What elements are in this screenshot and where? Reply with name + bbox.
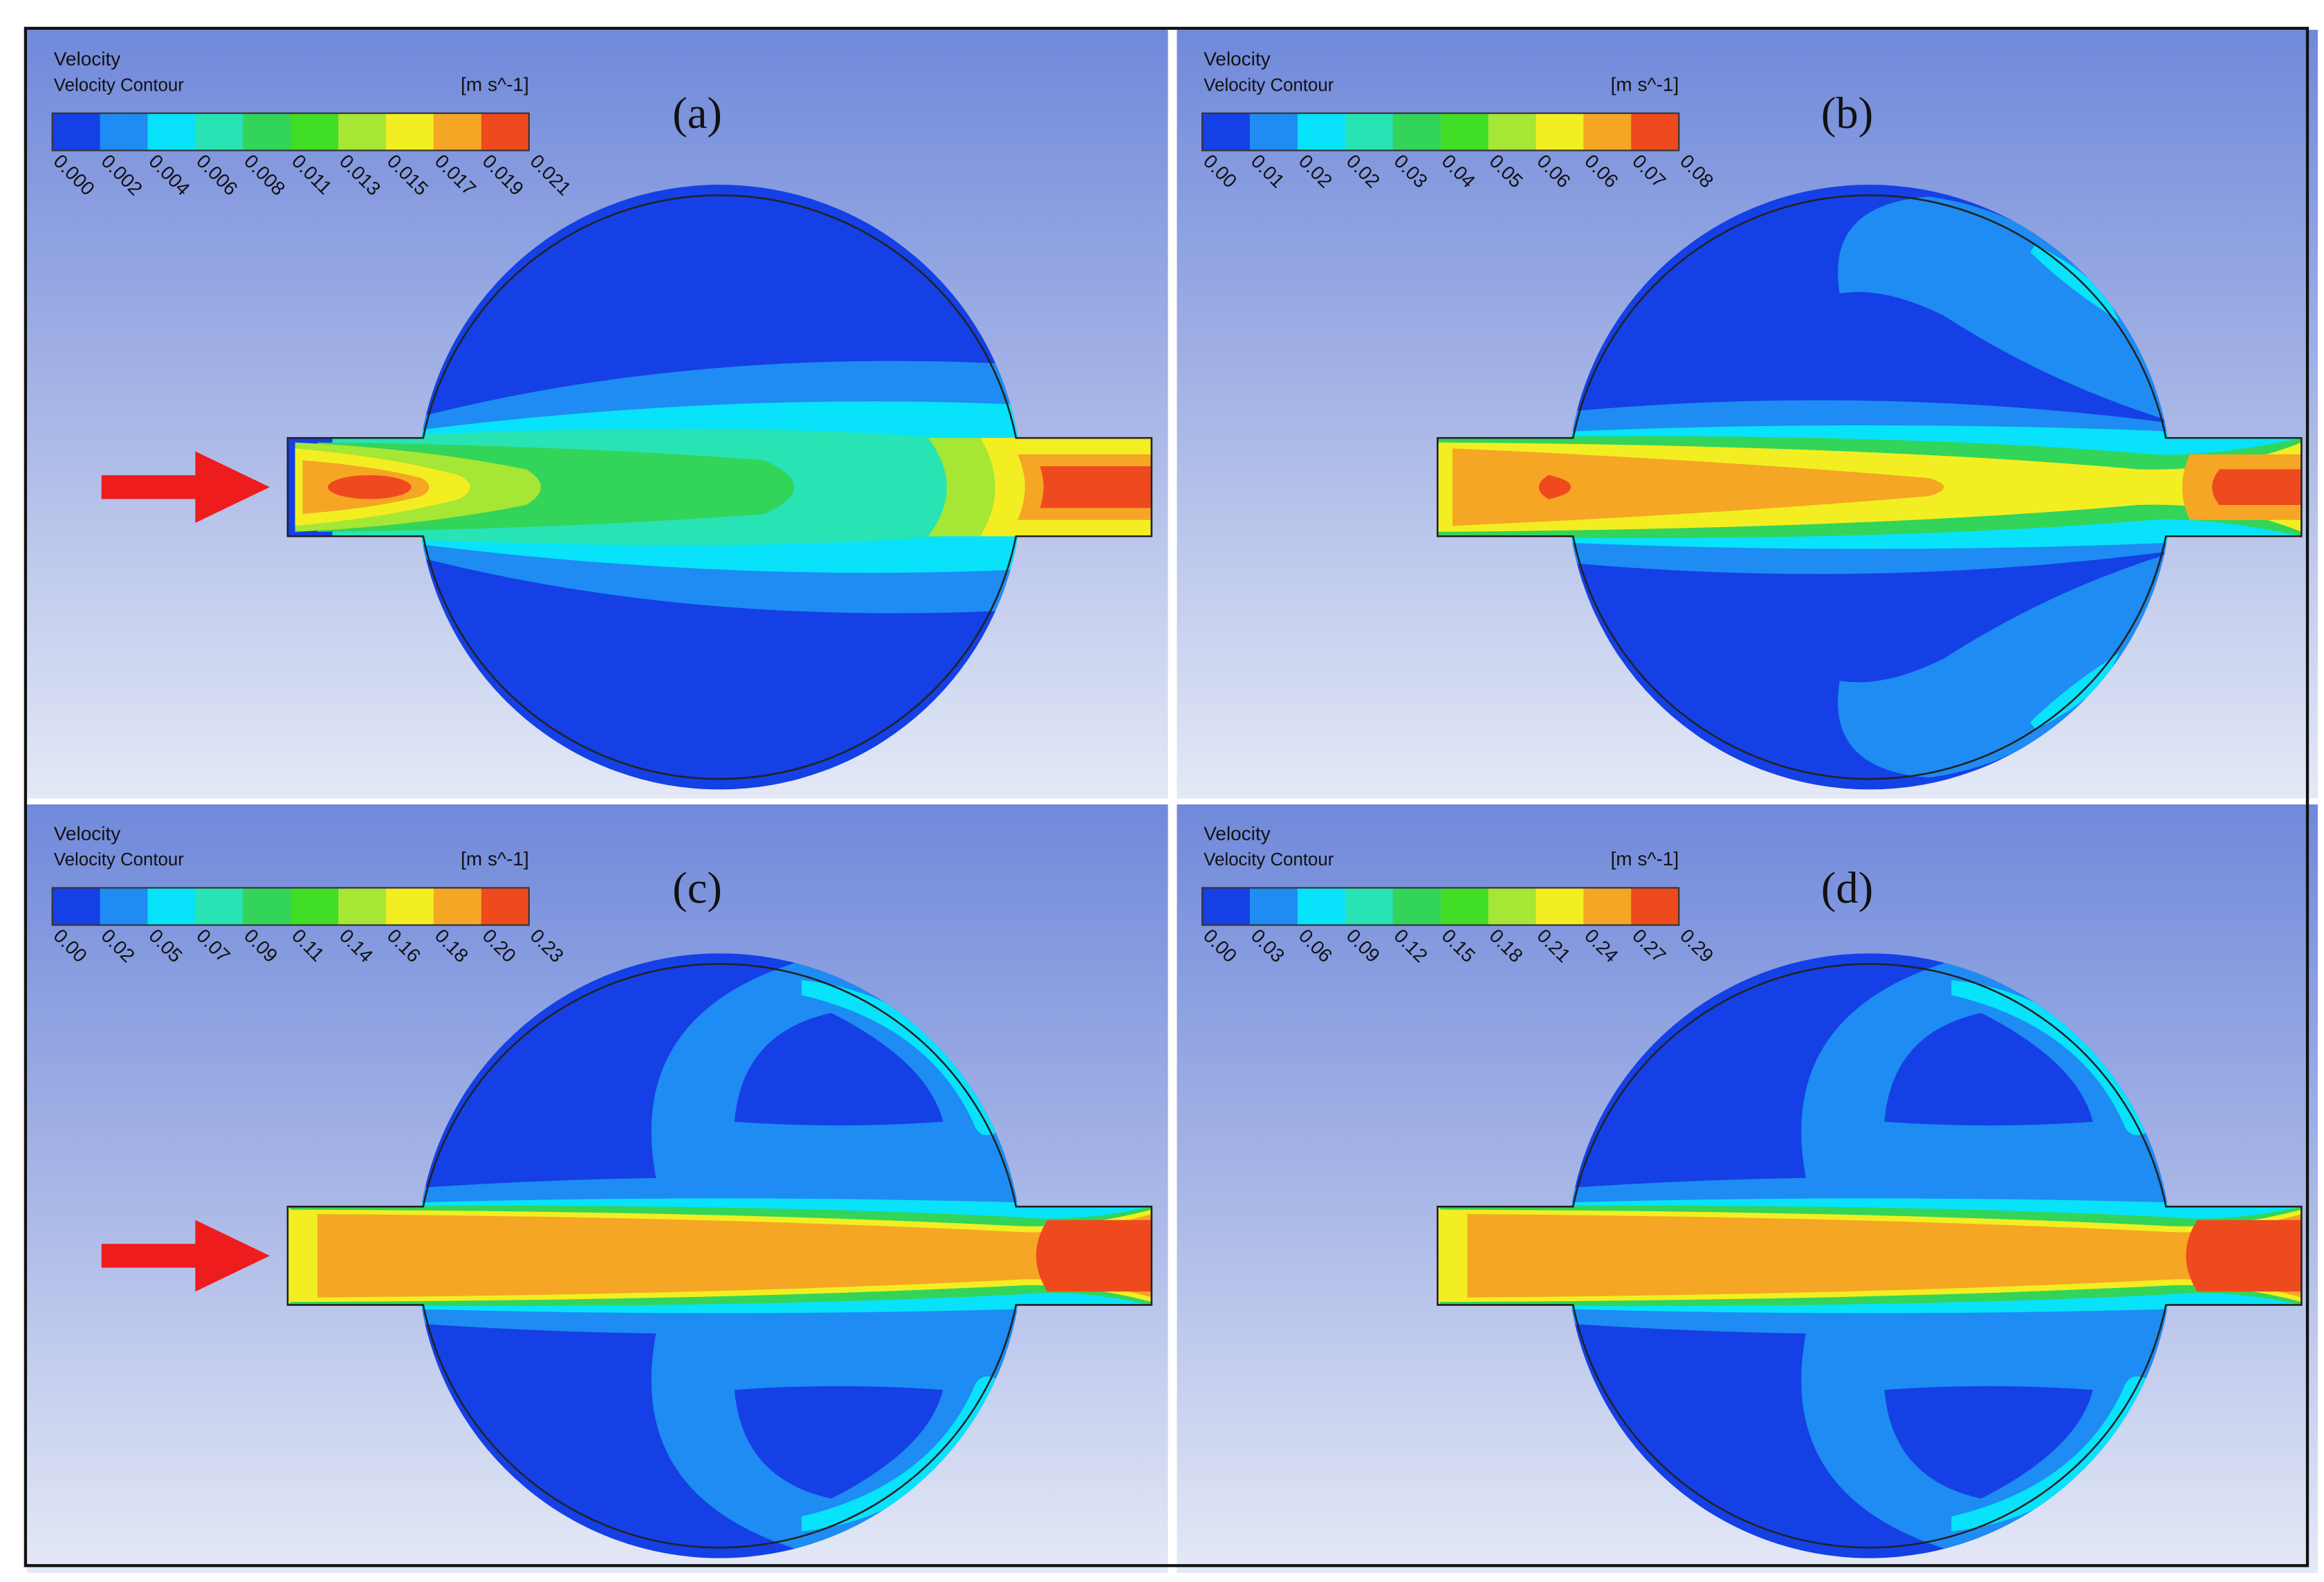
legend-unit: [m s^-1] xyxy=(1611,848,1679,870)
legend-swatch xyxy=(195,887,243,926)
legend-unit: [m s^-1] xyxy=(1611,73,1679,95)
legend-swatch xyxy=(1488,113,1536,151)
legend-title: Velocity xyxy=(54,48,120,70)
legend-swatch xyxy=(1488,887,1536,926)
legend-swatch xyxy=(1631,113,1679,151)
panel-label: (d) xyxy=(1821,863,1873,912)
legend-subtitle: Velocity Contour xyxy=(1204,75,1334,95)
outline xyxy=(286,194,1153,780)
legend-border xyxy=(51,887,530,926)
outline xyxy=(1437,963,2303,1549)
legend-title: Velocity xyxy=(1204,823,1270,845)
legend-swatch xyxy=(147,113,196,151)
legend-swatch xyxy=(52,113,100,151)
legend-swatch xyxy=(1250,113,1298,151)
legend-subtitle: Velocity Contour xyxy=(54,850,184,870)
legend-swatch xyxy=(338,113,387,151)
legend-border xyxy=(1201,887,1680,926)
legend-swatch xyxy=(100,887,148,926)
legend-swatch xyxy=(386,113,434,151)
outline xyxy=(1437,194,2303,780)
legend-swatch xyxy=(1345,887,1393,926)
legend-unit: [m s^-1] xyxy=(461,73,529,95)
legend-swatch xyxy=(1631,887,1679,926)
legend-border xyxy=(1201,112,1680,151)
legend-swatch xyxy=(1345,113,1393,151)
legend-swatch xyxy=(1440,887,1488,926)
legend-swatch xyxy=(1440,113,1488,151)
legend-swatch xyxy=(1583,113,1632,151)
legend-unit: [m s^-1] xyxy=(461,848,529,870)
legend-swatch xyxy=(1297,113,1345,151)
legend-swatch xyxy=(243,887,291,926)
legend-swatch xyxy=(1536,887,1584,926)
legend-subtitle: Velocity Contour xyxy=(54,75,184,95)
legend-swatch xyxy=(338,887,387,926)
domain-outline xyxy=(286,194,1153,780)
legend-title: Velocity xyxy=(54,823,120,845)
legend-swatch xyxy=(195,113,243,151)
legend-swatch xyxy=(386,887,434,926)
legend-swatch xyxy=(1250,887,1298,926)
legend-swatch xyxy=(481,113,529,151)
panel-label: (b) xyxy=(1821,88,1873,138)
legend-swatch xyxy=(100,113,148,151)
panel-label: (c) xyxy=(672,863,722,912)
legend-swatch xyxy=(1583,887,1632,926)
panel-label: (a) xyxy=(672,88,722,138)
domain-outline xyxy=(286,963,1153,1549)
legend-swatch xyxy=(1392,113,1441,151)
legend-swatch xyxy=(290,113,339,151)
domain-outline xyxy=(1437,194,2303,780)
legend-swatch xyxy=(433,113,481,151)
legend-swatch xyxy=(1536,113,1584,151)
legend-title: Velocity xyxy=(1204,48,1270,70)
legend-border xyxy=(51,112,530,151)
legend-swatch xyxy=(290,887,339,926)
legend-subtitle: Velocity Contour xyxy=(1204,850,1334,870)
outline xyxy=(286,963,1153,1549)
legend-swatch xyxy=(1202,113,1251,151)
frame xyxy=(24,26,2309,1567)
legend-swatch xyxy=(1297,887,1345,926)
legend-swatch xyxy=(433,887,481,926)
legend-swatch xyxy=(481,887,529,926)
legend-swatch xyxy=(1202,887,1251,926)
legend-swatch xyxy=(243,113,291,151)
legend-swatch xyxy=(52,887,100,926)
domain-outline xyxy=(1437,963,2303,1549)
legend-swatch xyxy=(1392,887,1441,926)
legend-swatch xyxy=(147,887,196,926)
